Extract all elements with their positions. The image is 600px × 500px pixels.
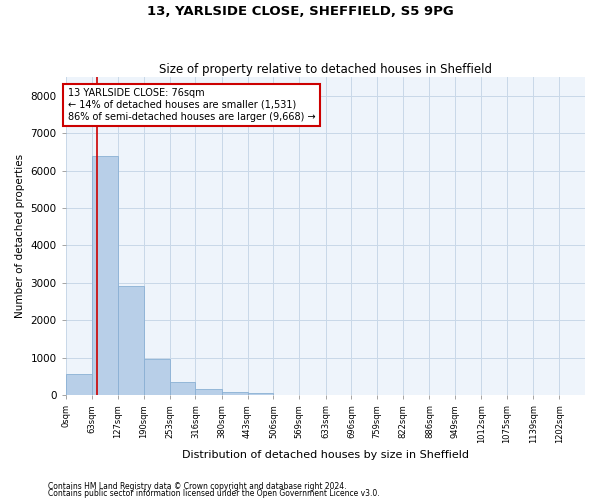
Bar bbox=[66, 374, 92, 395]
Bar bbox=[144, 359, 170, 395]
Text: 13, YARLSIDE CLOSE, SHEFFIELD, S5 9PG: 13, YARLSIDE CLOSE, SHEFFIELD, S5 9PG bbox=[146, 5, 454, 18]
X-axis label: Distribution of detached houses by size in Sheffield: Distribution of detached houses by size … bbox=[182, 450, 469, 460]
Y-axis label: Number of detached properties: Number of detached properties bbox=[15, 154, 25, 318]
Text: 13 YARLSIDE CLOSE: 76sqm
← 14% of detached houses are smaller (1,531)
86% of sem: 13 YARLSIDE CLOSE: 76sqm ← 14% of detach… bbox=[68, 88, 316, 122]
Title: Size of property relative to detached houses in Sheffield: Size of property relative to detached ho… bbox=[159, 63, 492, 76]
Bar bbox=[118, 286, 144, 395]
Bar bbox=[196, 390, 222, 395]
Bar bbox=[222, 392, 248, 395]
Text: Contains HM Land Registry data © Crown copyright and database right 2024.: Contains HM Land Registry data © Crown c… bbox=[48, 482, 347, 491]
Bar bbox=[92, 156, 118, 395]
Bar bbox=[248, 393, 274, 395]
Bar bbox=[170, 382, 196, 395]
Text: Contains public sector information licensed under the Open Government Licence v3: Contains public sector information licen… bbox=[48, 490, 380, 498]
